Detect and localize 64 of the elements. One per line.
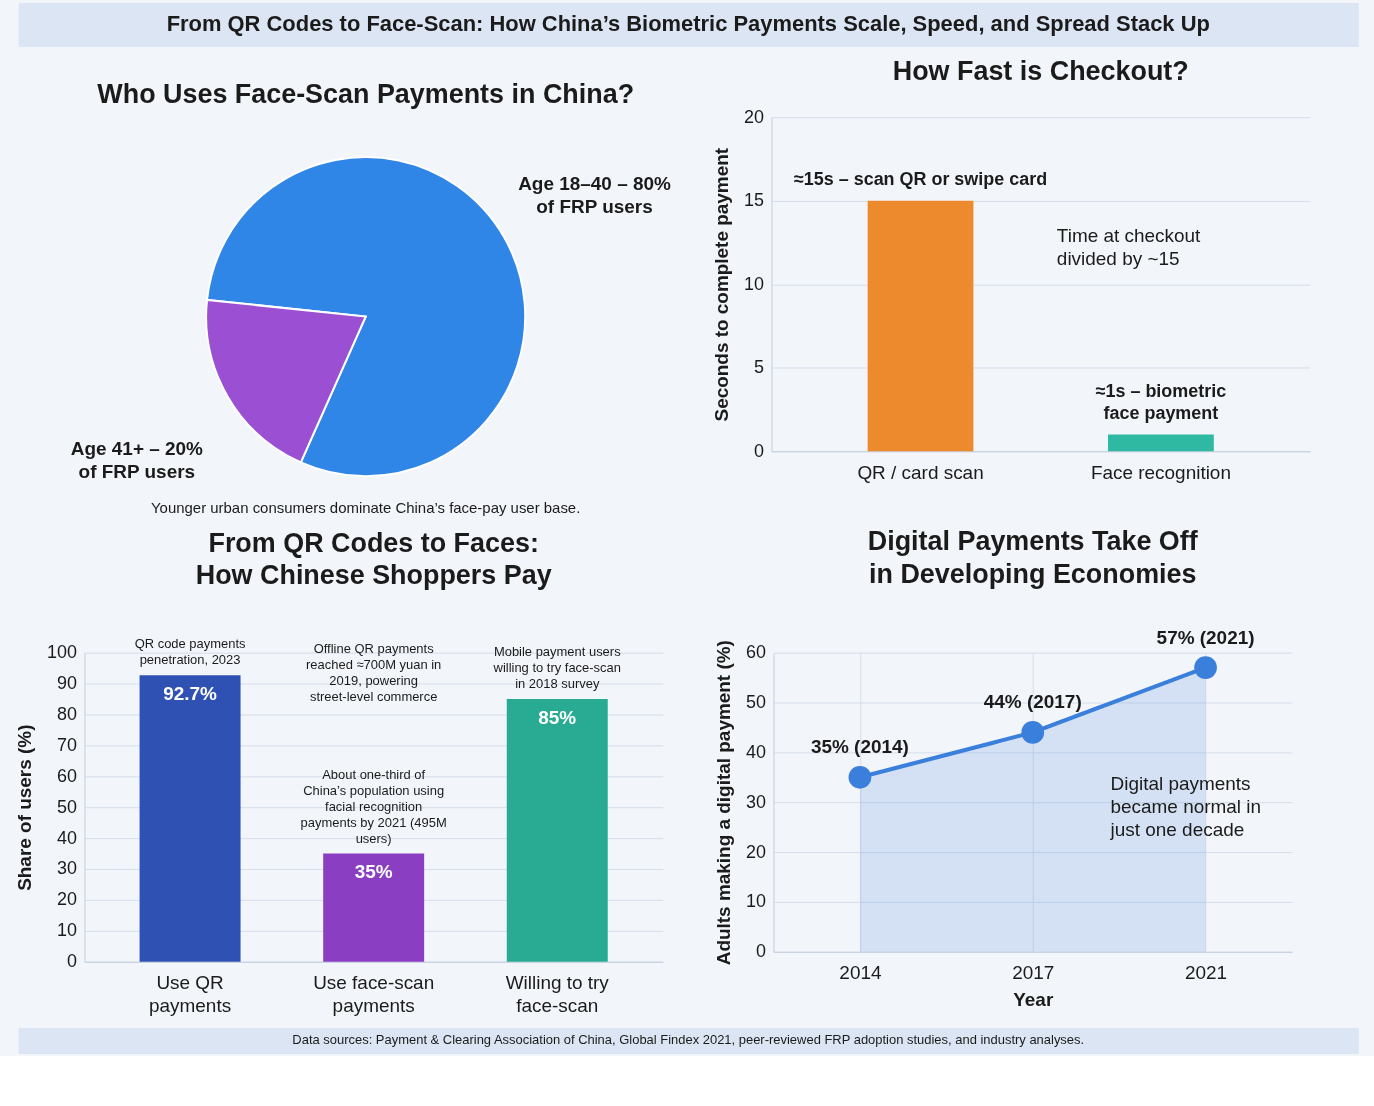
bar <box>323 853 425 962</box>
bar <box>139 675 241 962</box>
data-label: 92.7% <box>163 683 218 705</box>
annotation: About one-third of China’s population using facial recognition payments by 2021 (495M users) <box>300 766 447 846</box>
y-tick-label: 90 <box>57 673 78 694</box>
point <box>1021 721 1045 744</box>
x-tick-label: QR / card scan <box>857 461 984 483</box>
y-axis-title: Seconds to complete payment <box>711 147 733 422</box>
y-tick-label: 20 <box>744 106 765 127</box>
data-label: 44% (2017) <box>983 691 1082 713</box>
text: Data sources: Payment & Clearing Association of China, Global Findex 2021, peer-reviewed FRP adoption studies, and industry analyses. <box>292 1032 1085 1048</box>
text: Younger urban consumers dominate China’s face-pay user base. <box>151 499 581 517</box>
y-tick-label: 60 <box>746 642 767 663</box>
y-tick-label: 70 <box>57 734 78 755</box>
x-tick-label: 2017 <box>1012 962 1055 984</box>
x-tick-label: 2021 <box>1185 962 1228 984</box>
x-tick-label: 2014 <box>839 962 882 984</box>
x-tick-label: Use QR payments <box>149 972 232 1017</box>
annotation: QR code payments penetration, 2023 <box>134 636 247 668</box>
y-tick-label: 10 <box>746 891 767 912</box>
x-axis-title: Year <box>1013 989 1054 1011</box>
slice-label: Age 41+ – 20% of FRP users <box>70 437 204 482</box>
point <box>1194 656 1217 679</box>
y-tick-label: 100 <box>47 642 78 663</box>
y-tick-label: 0 <box>754 440 765 461</box>
data-label: 35% <box>354 861 393 883</box>
y-tick-label: 50 <box>746 691 767 712</box>
y-tick-label: 5 <box>754 357 765 378</box>
y-tick-label: 30 <box>746 791 767 812</box>
annotation: Time at checkout divided by ~15 <box>1056 225 1202 270</box>
annotation: Digital payments became normal in just one decade <box>1109 773 1262 841</box>
y-tick-label: 50 <box>57 796 78 817</box>
point <box>848 765 872 789</box>
bar <box>506 699 608 962</box>
x-tick-label: Willing to try face-scan <box>505 972 610 1017</box>
y-tick-label: 40 <box>57 827 78 848</box>
y-tick-label: 20 <box>57 889 78 910</box>
y-tick-label: 10 <box>744 273 765 294</box>
y-tick-label: 30 <box>57 858 78 879</box>
y-tick-label: 0 <box>756 941 767 962</box>
data-label: 35% (2014) <box>810 736 909 758</box>
y-tick-label: 60 <box>57 765 78 786</box>
text: From QR Codes to Face-Scan: How China’s Biometric Payments Scale, Speed, and Spread Stack Up <box>166 11 1210 37</box>
x-tick-label: Face recognition <box>1090 461 1231 483</box>
data-label: 57% (2021) <box>1156 626 1255 648</box>
chart-title: Who Uses Face-Scan Payments in China? <box>97 79 635 110</box>
chart-title: From QR Codes to Faces: How Chinese Shoppers Pay <box>195 527 552 591</box>
y-tick-label: 40 <box>746 741 767 762</box>
y-axis-title: Share of users (%) <box>14 724 36 891</box>
y-axis-title: Adults making a digital payment (%) <box>713 640 735 966</box>
chart-title: Digital Payments Take Off in Developing Economies <box>867 525 1199 589</box>
annotation: Mobile payment users willing to try face-scan in 2018 survey <box>492 644 622 692</box>
y-tick-label: 15 <box>744 190 765 211</box>
y-tick-label: 20 <box>746 841 767 862</box>
y-tick-label: 80 <box>57 703 78 724</box>
data-label: 85% <box>538 706 577 728</box>
y-tick-label: 10 <box>57 920 78 941</box>
annotation: Offline QR payments reached ≈700M yuan in 2019, powering street-level commerce <box>306 641 442 705</box>
y-tick-label: 0 <box>67 951 78 972</box>
data-label: ≈1s – biometric face payment <box>1095 380 1227 423</box>
data-label: ≈15s – scan QR or swipe card <box>793 168 1048 189</box>
x-tick-label: Use face-scan payments <box>313 972 435 1017</box>
slice-label: Age 18–40 – 80% of FRP users <box>518 173 672 218</box>
chart-title: How Fast is Checkout? <box>892 56 1189 87</box>
